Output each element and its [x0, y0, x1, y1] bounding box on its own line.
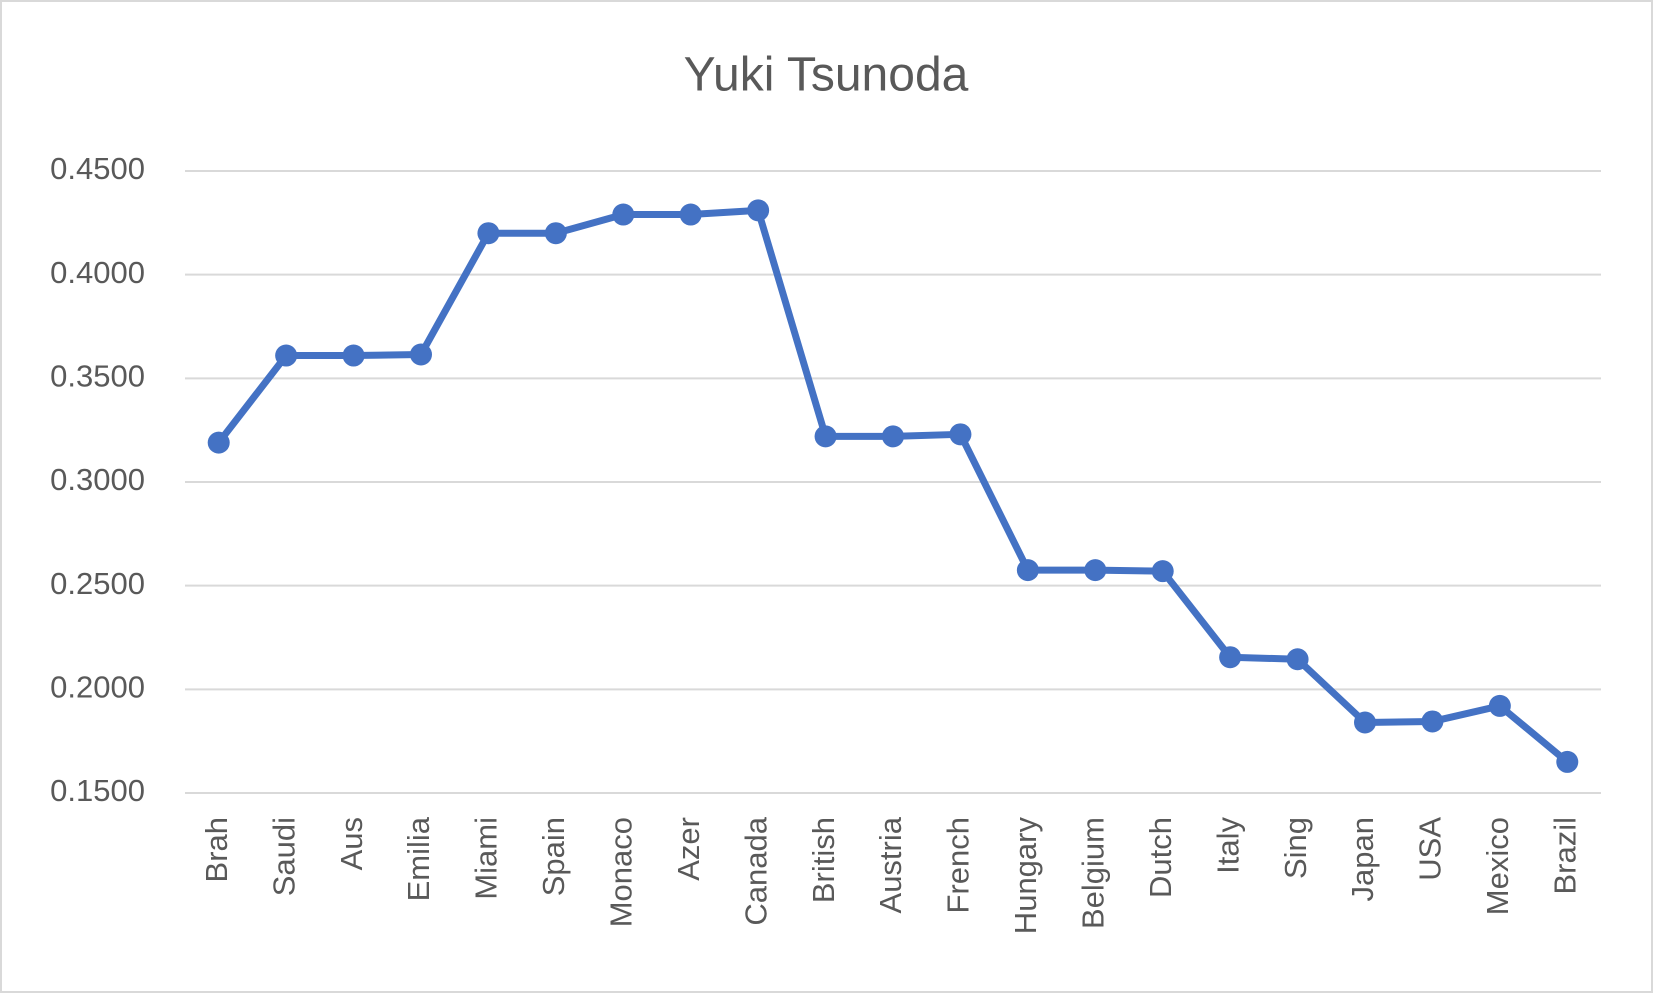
x-tick-label: Miami [469, 817, 504, 900]
x-tick-label: Canada [738, 816, 773, 925]
data-point [544, 222, 567, 245]
y-tick-label: 0.4000 [50, 255, 145, 290]
x-tick-label: Italy [1210, 817, 1245, 874]
x-tick-label: Azer [671, 817, 706, 881]
data-point [1354, 711, 1376, 734]
y-tick-label: 0.1500 [50, 773, 145, 808]
data-point [949, 423, 972, 446]
x-tick-label: Hungary [1008, 817, 1043, 935]
data-point [814, 425, 837, 448]
y-tick-label: 0.3000 [50, 462, 145, 497]
y-tick-label: 0.4500 [50, 151, 145, 186]
data-point [1219, 646, 1242, 669]
x-tick-label: Dutch [1143, 817, 1178, 898]
data-point [1286, 648, 1309, 671]
data-point [747, 199, 770, 222]
y-tick-label: 0.2000 [50, 670, 145, 705]
x-tick-label: Saudi [266, 817, 301, 896]
x-tick-label: Brazil [1547, 817, 1582, 895]
data-point [1556, 750, 1579, 773]
data-point [612, 203, 635, 226]
data-point [275, 344, 298, 367]
x-tick-label: Sing [1278, 817, 1313, 879]
x-tick-label: British [806, 817, 841, 903]
data-point [1016, 559, 1039, 582]
x-tick-label: Belgium [1075, 817, 1110, 929]
data-point [410, 343, 432, 366]
x-tick-label: French [941, 817, 976, 913]
x-tick-label: Austria [873, 816, 908, 913]
data-point [1151, 560, 1174, 583]
data-point [477, 222, 500, 245]
data-point [1488, 694, 1511, 717]
data-point [679, 203, 702, 226]
data-point [882, 425, 904, 448]
x-tick-label: Emilia [401, 816, 436, 901]
data-point [207, 431, 230, 454]
x-tick-label: Japan [1345, 817, 1380, 901]
x-tick-label: Spain [536, 817, 571, 896]
x-tick-label: Mexico [1480, 817, 1515, 915]
x-tick-label: Aus [334, 817, 369, 870]
x-tick-label: Brah [199, 817, 234, 882]
chart-title: Yuki Tsunoda [684, 49, 969, 102]
y-tick-label: 0.3500 [50, 359, 145, 394]
y-tick-label: 0.2500 [50, 566, 145, 601]
x-tick-label: USA [1413, 817, 1448, 881]
x-tick-label: Monaco [603, 817, 638, 927]
data-point [1084, 559, 1107, 582]
data-point [342, 344, 365, 367]
data-point [1421, 710, 1444, 733]
